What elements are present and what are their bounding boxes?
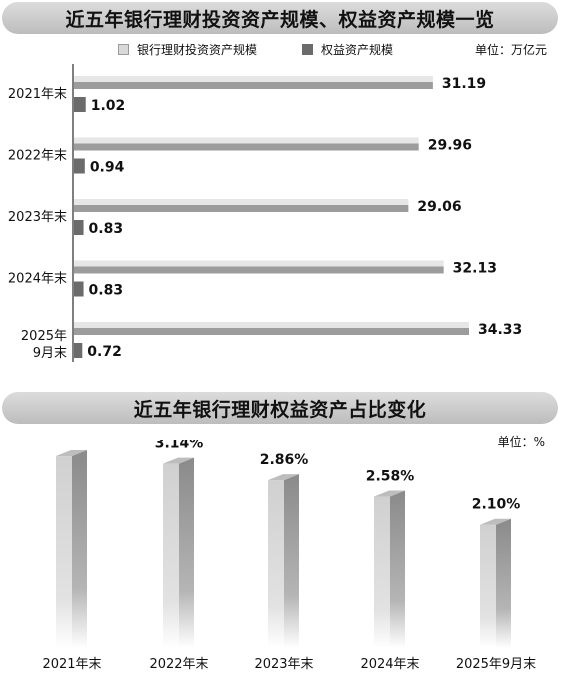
column-category-label: 2023年末 <box>254 657 313 672</box>
column-front-face <box>268 480 284 648</box>
unit-label-top: 单位：万亿元 <box>474 43 547 57</box>
legend-label-equity: 权益资产规模 <box>321 42 394 57</box>
column-front-face <box>480 524 496 648</box>
total-bar-highlight <box>74 76 433 82</box>
category-label: 2023年末 <box>8 210 67 225</box>
column-front-face <box>163 463 179 648</box>
category-label: 2022年末 <box>8 149 67 164</box>
column-category-label: 2025年9月末 <box>456 657 536 672</box>
legend-label-total: 银行理财投资资产规模 <box>137 42 258 57</box>
column-top-face <box>374 490 405 497</box>
title-banner-top: 近五年银行理财投资资产规模、权益资产规模一览 <box>2 2 558 34</box>
column-category-label: 2022年末 <box>149 657 208 672</box>
column-value-label: 2.58% <box>366 469 415 485</box>
column-side-face <box>284 474 299 648</box>
column-value-label: 2.86% <box>260 452 309 468</box>
total-bar-highlight <box>74 137 419 144</box>
total-bar <box>74 82 433 89</box>
column-side-face <box>390 490 405 648</box>
column-chart: 3.27% 2021年末 3.14% 2022年末 2.86% 2023年末 2.58% 20… <box>42 440 536 672</box>
column-value-label: 2.10% <box>472 497 521 513</box>
column-value-label: 3.14% <box>155 440 204 452</box>
category-label: 2024年末 <box>8 272 67 287</box>
category-label: 2021年末 <box>8 87 67 102</box>
equity-bar <box>74 343 83 358</box>
equity-bar <box>74 220 84 235</box>
legend-swatch-equity <box>302 43 314 55</box>
column-side-face <box>496 518 511 648</box>
column-top-face <box>56 450 87 457</box>
horizontal-bar-chart: 31.19 1.02 2021年末 29.96 0.94 2022年末 29.06 0.83 2… <box>8 64 522 362</box>
column-top-face <box>163 457 194 464</box>
column-value-label: 3.27% <box>48 440 97 444</box>
legend-swatch-total <box>118 43 129 55</box>
total-bar <box>74 266 444 274</box>
total-bar <box>74 205 409 212</box>
column-front-face <box>374 496 390 648</box>
total-bar <box>74 328 469 335</box>
category-label: 9月末 <box>33 346 67 361</box>
total-bar-highlight <box>74 199 409 205</box>
chart-title-bottom: 近五年银行理财权益资产占比变化 <box>133 398 427 421</box>
title-banner-bottom: 近五年银行理财权益资产占比变化 <box>2 392 558 424</box>
equity-value-label: 1.02 <box>91 98 126 114</box>
total-value-label: 32.13 <box>453 261 497 277</box>
category-label: 2025年 <box>21 329 67 344</box>
column-side-face <box>72 450 87 648</box>
column-top-face <box>268 474 299 481</box>
equity-value-label: 0.83 <box>89 283 124 299</box>
legend-item-total: 银行理财投资资产规模 <box>118 41 257 58</box>
equity-value-label: 0.83 <box>89 221 124 237</box>
column-front-face <box>56 456 72 648</box>
equity-value-label: 0.94 <box>90 160 125 176</box>
chart-title-top: 近五年银行理财投资资产规模、权益资产规模一览 <box>65 8 495 31</box>
legend: 银行理财投资资产规模 权益资产规模 <box>118 41 438 57</box>
total-bar-highlight <box>74 260 444 267</box>
total-bar-highlight <box>74 322 469 328</box>
column-category-label: 2021年末 <box>42 657 101 672</box>
column-top-face <box>480 518 511 525</box>
total-value-label: 31.19 <box>442 76 486 92</box>
legend-item-equity: 权益资产规模 <box>302 41 393 58</box>
equity-bar <box>74 97 86 112</box>
total-value-label: 29.06 <box>417 199 461 215</box>
total-value-label: 29.96 <box>428 138 472 154</box>
total-value-label: 34.33 <box>478 322 522 338</box>
equity-value-label: 0.72 <box>87 344 122 360</box>
equity-bar <box>74 281 84 297</box>
column-side-face <box>179 457 194 648</box>
unit-label-bottom: 单位：% <box>497 435 545 449</box>
total-bar <box>74 143 419 151</box>
column-category-label: 2024年末 <box>360 657 419 672</box>
equity-bar <box>74 158 85 174</box>
